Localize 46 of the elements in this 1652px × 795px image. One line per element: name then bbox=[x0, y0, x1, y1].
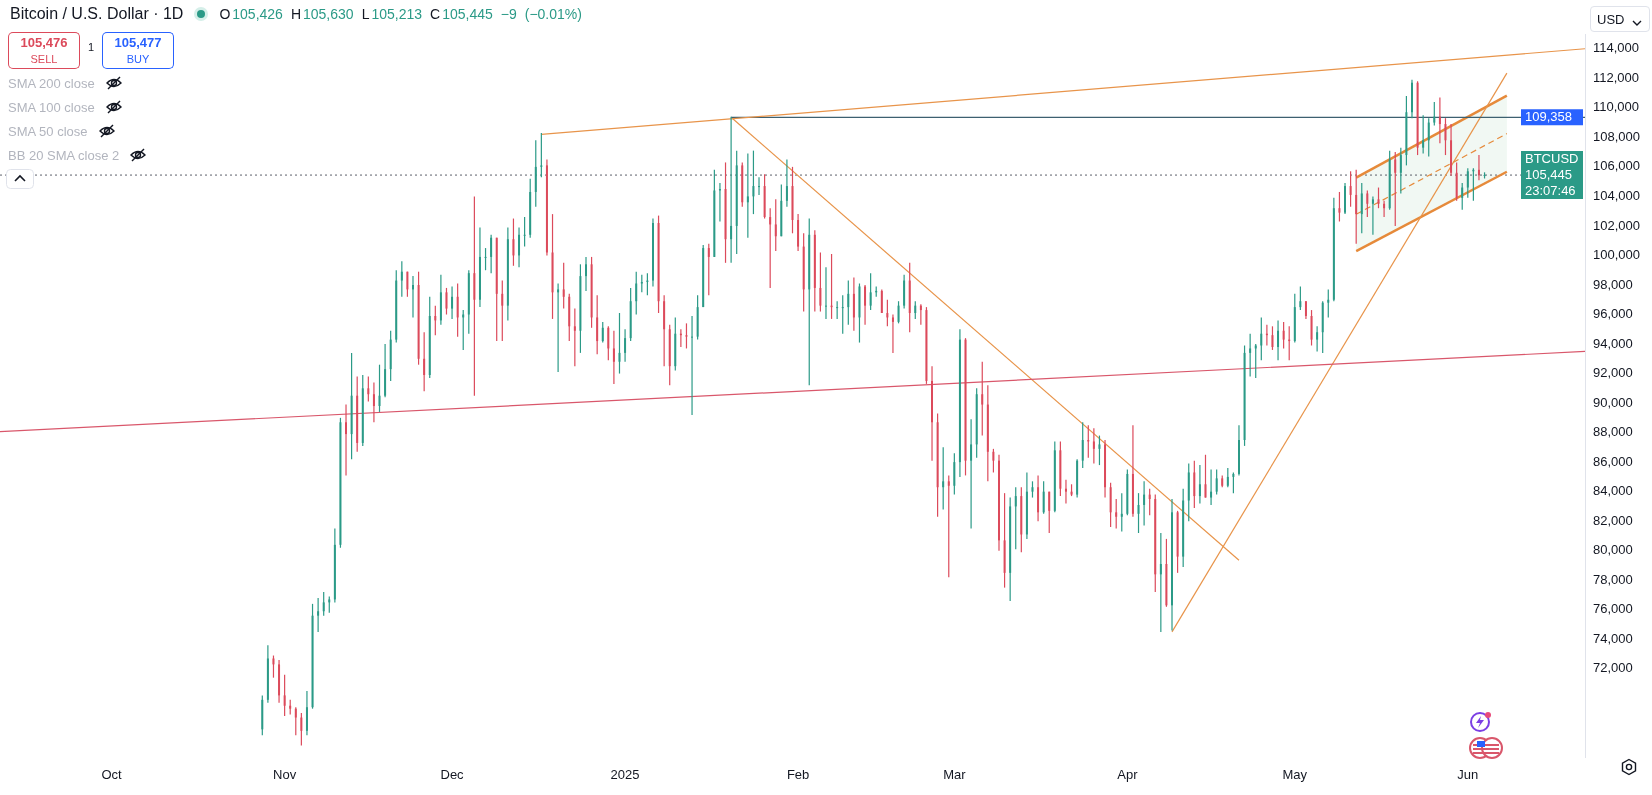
y-tick-label: 98,000 bbox=[1593, 276, 1633, 292]
annotation: SMA 50 close bbox=[8, 123, 88, 139]
annotation: SMA 100 close bbox=[8, 99, 95, 115]
y-tick-label: 110,000 bbox=[1593, 99, 1640, 115]
y-tick-label: 112,000 bbox=[1593, 69, 1640, 85]
annotation: BTCUSD bbox=[1525, 150, 1579, 166]
ref-line-label: 105,445 bbox=[1525, 166, 1572, 182]
y-tick-label: 86,000 bbox=[1593, 453, 1633, 469]
y-tick-label: 78,000 bbox=[1593, 571, 1633, 587]
y-tick-label: 104,000 bbox=[1593, 187, 1640, 203]
x-tick-label: Mar bbox=[943, 766, 967, 782]
y-tick-label: 92,000 bbox=[1593, 365, 1633, 381]
y-tick-label: 88,000 bbox=[1593, 424, 1633, 440]
annotation: SMA 200 close bbox=[8, 75, 95, 91]
data-label: 109,358 bbox=[1525, 108, 1572, 124]
y-tick-label: 80,000 bbox=[1593, 542, 1633, 558]
y-tick-label: 82,000 bbox=[1593, 512, 1633, 528]
annotation: 105,476 bbox=[8, 32, 80, 53]
annotation: BUY bbox=[102, 50, 174, 69]
y-tick-label: 84,000 bbox=[1593, 483, 1633, 499]
y-tick-label: 102,000 bbox=[1593, 217, 1640, 233]
y-tick-label: 106,000 bbox=[1593, 158, 1640, 174]
x-tick-label: Nov bbox=[273, 766, 297, 782]
y-tick-label: 74,000 bbox=[1593, 630, 1633, 646]
annotation: BB 20 SMA close 2 bbox=[8, 147, 120, 163]
x-tick-label: Feb bbox=[786, 766, 810, 782]
x-tick-label: 2025 bbox=[610, 766, 640, 782]
y-tick-label: 100,000 bbox=[1593, 247, 1640, 263]
x-tick-label: Jun bbox=[1457, 766, 1479, 782]
x-tick-label: Apr bbox=[1117, 766, 1139, 782]
annotation: SELL bbox=[8, 50, 80, 69]
x-tick-label: Dec bbox=[440, 766, 465, 782]
y-tick-label: 94,000 bbox=[1593, 335, 1633, 351]
x-tick-label: Oct bbox=[101, 766, 123, 782]
y-tick-label: 76,000 bbox=[1593, 601, 1633, 617]
annotation: 105,477 bbox=[102, 32, 174, 53]
y-tick-label: 114,000 bbox=[1593, 40, 1640, 56]
y-tick-label: 108,000 bbox=[1593, 128, 1640, 144]
chart-title: Bitcoin / U.S. Dollar · 1D bbox=[10, 5, 184, 23]
y-tick-label: 96,000 bbox=[1593, 306, 1633, 322]
annotation: 1 bbox=[88, 41, 95, 53]
y-tick-label: 90,000 bbox=[1593, 394, 1633, 410]
y-tick-label: 72,000 bbox=[1593, 660, 1633, 676]
x-tick-label: May bbox=[1282, 766, 1308, 782]
annotation: 23:07:46 bbox=[1525, 182, 1576, 198]
text: USD bbox=[1597, 11, 1625, 27]
